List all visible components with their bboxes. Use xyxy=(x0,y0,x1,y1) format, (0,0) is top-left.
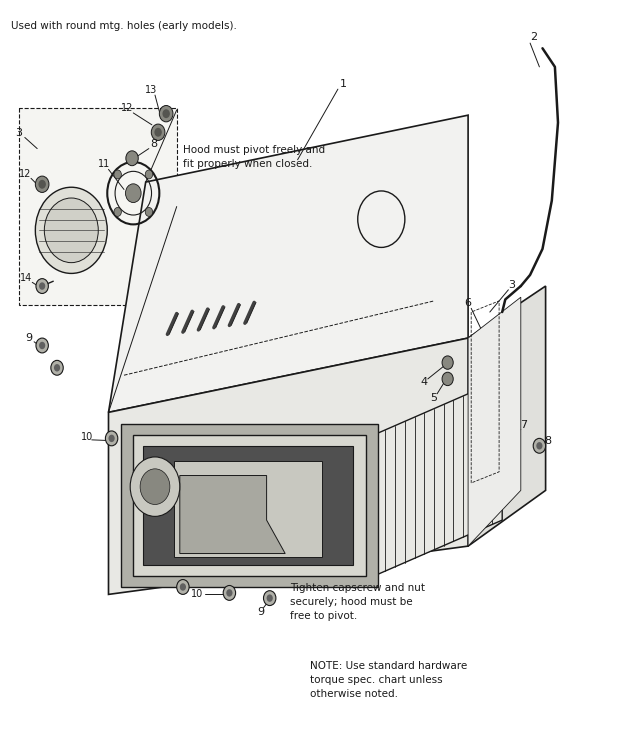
Text: 10: 10 xyxy=(81,432,93,442)
Polygon shape xyxy=(19,108,177,305)
Text: 4: 4 xyxy=(420,377,428,387)
Text: 2: 2 xyxy=(529,32,537,42)
Circle shape xyxy=(162,109,170,118)
Circle shape xyxy=(151,124,165,140)
Text: 13: 13 xyxy=(145,85,157,95)
Text: 14: 14 xyxy=(20,273,32,283)
Circle shape xyxy=(36,279,48,293)
Text: 7: 7 xyxy=(520,420,528,430)
Circle shape xyxy=(130,457,180,516)
Circle shape xyxy=(536,442,542,450)
Circle shape xyxy=(35,187,107,273)
Circle shape xyxy=(105,431,118,446)
Circle shape xyxy=(114,170,122,179)
Text: Used with round mtg. holes (early models).: Used with round mtg. holes (early models… xyxy=(11,21,237,30)
Circle shape xyxy=(36,338,48,353)
Circle shape xyxy=(54,364,60,372)
Polygon shape xyxy=(366,379,502,580)
Polygon shape xyxy=(121,424,378,587)
Polygon shape xyxy=(108,115,468,412)
Text: 11: 11 xyxy=(98,159,110,169)
Circle shape xyxy=(145,207,153,216)
Text: 10: 10 xyxy=(191,589,203,600)
Circle shape xyxy=(108,435,115,442)
Circle shape xyxy=(145,170,153,179)
Text: 1: 1 xyxy=(339,79,347,89)
Polygon shape xyxy=(468,297,521,546)
Circle shape xyxy=(177,580,189,594)
Text: Hood must pivot freely and
fit properly when closed.: Hood must pivot freely and fit properly … xyxy=(183,145,325,169)
Text: 8: 8 xyxy=(544,435,552,446)
Text: 3: 3 xyxy=(508,279,516,290)
Circle shape xyxy=(38,180,46,189)
Polygon shape xyxy=(133,435,366,576)
Text: 9: 9 xyxy=(257,607,264,617)
Circle shape xyxy=(180,583,186,591)
Circle shape xyxy=(125,184,141,203)
Polygon shape xyxy=(180,476,285,554)
Polygon shape xyxy=(468,286,546,546)
Text: Tighten capscrew and nut
securely; hood must be
free to pivot.: Tighten capscrew and nut securely; hood … xyxy=(290,583,425,620)
Polygon shape xyxy=(108,338,468,594)
Circle shape xyxy=(154,128,162,137)
Circle shape xyxy=(39,282,45,290)
Text: 9: 9 xyxy=(25,333,33,343)
Circle shape xyxy=(44,198,98,263)
Circle shape xyxy=(51,360,63,375)
Circle shape xyxy=(146,461,158,476)
Text: 12: 12 xyxy=(19,169,31,179)
Text: 3: 3 xyxy=(15,128,22,138)
Circle shape xyxy=(226,589,232,597)
Text: NOTE: Use standard hardware
torque spec. chart unless
otherwise noted.: NOTE: Use standard hardware torque spec.… xyxy=(310,661,467,699)
Circle shape xyxy=(39,342,45,349)
Circle shape xyxy=(140,469,170,504)
Circle shape xyxy=(114,207,122,216)
Circle shape xyxy=(35,176,49,192)
Polygon shape xyxy=(174,461,322,557)
Circle shape xyxy=(126,151,138,166)
Polygon shape xyxy=(143,446,353,565)
Circle shape xyxy=(442,356,453,369)
Circle shape xyxy=(149,464,155,472)
Text: eReplacementParts.com: eReplacementParts.com xyxy=(234,395,386,408)
Circle shape xyxy=(223,585,236,600)
Text: 6: 6 xyxy=(464,298,472,308)
Text: 5: 5 xyxy=(430,393,438,403)
Circle shape xyxy=(267,594,273,602)
Circle shape xyxy=(533,438,546,453)
Text: 12: 12 xyxy=(121,103,133,113)
Circle shape xyxy=(159,106,173,122)
Circle shape xyxy=(442,372,453,386)
Text: 8: 8 xyxy=(150,139,157,149)
Circle shape xyxy=(264,591,276,606)
